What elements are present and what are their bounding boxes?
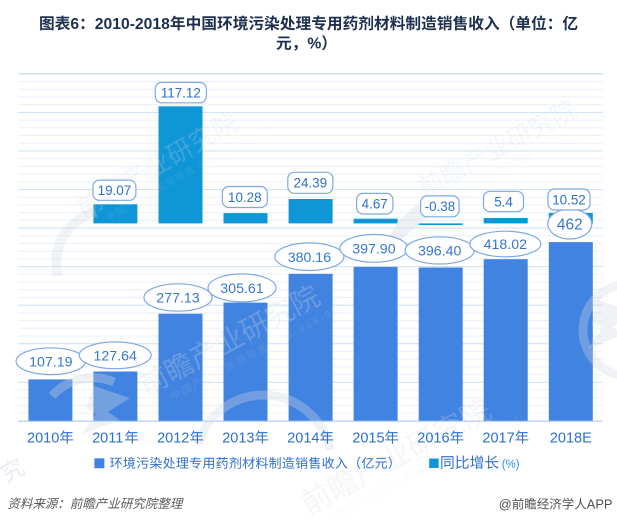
svg-text:-0.38: -0.38 bbox=[425, 199, 456, 214]
svg-text:397.90: 397.90 bbox=[352, 242, 396, 258]
svg-text:462: 462 bbox=[557, 217, 583, 234]
svg-text:127.64: 127.64 bbox=[93, 348, 137, 364]
svg-text:305.61: 305.61 bbox=[220, 281, 264, 297]
svg-text:2016: 2016 bbox=[417, 431, 449, 447]
svg-text:2013: 2013 bbox=[222, 431, 254, 447]
svg-text:2010: 2010 bbox=[27, 431, 59, 447]
svg-text:2017: 2017 bbox=[482, 431, 514, 447]
svg-text:277.13: 277.13 bbox=[156, 291, 200, 307]
svg-text:6: 6 bbox=[70, 16, 79, 33]
svg-text:%: % bbox=[307, 36, 321, 53]
svg-text:2012: 2012 bbox=[157, 431, 189, 447]
svg-text:2015: 2015 bbox=[352, 431, 384, 447]
svg-text:107.19: 107.19 bbox=[29, 354, 73, 370]
svg-text:24.39: 24.39 bbox=[294, 176, 328, 191]
svg-text:396.40: 396.40 bbox=[418, 244, 462, 260]
svg-text:2010-2018: 2010-2018 bbox=[95, 16, 170, 33]
svg-text:10.52: 10.52 bbox=[552, 192, 586, 207]
svg-text:APP: APP bbox=[587, 497, 613, 512]
svg-text:2018E: 2018E bbox=[550, 431, 592, 447]
svg-text:2011: 2011 bbox=[92, 431, 123, 447]
svg-text:10.28: 10.28 bbox=[228, 190, 262, 205]
svg-text:117.12: 117.12 bbox=[161, 85, 201, 100]
svg-text:5.4: 5.4 bbox=[494, 194, 513, 209]
svg-text:19.07: 19.07 bbox=[98, 183, 132, 198]
svg-text:418.02: 418.02 bbox=[484, 237, 528, 253]
svg-text:4.67: 4.67 bbox=[362, 197, 388, 212]
svg-text:380.16: 380.16 bbox=[288, 250, 332, 266]
svg-text:@: @ bbox=[499, 497, 512, 512]
svg-text:2014: 2014 bbox=[287, 431, 319, 447]
svg-text:(%): (%) bbox=[502, 459, 520, 471]
